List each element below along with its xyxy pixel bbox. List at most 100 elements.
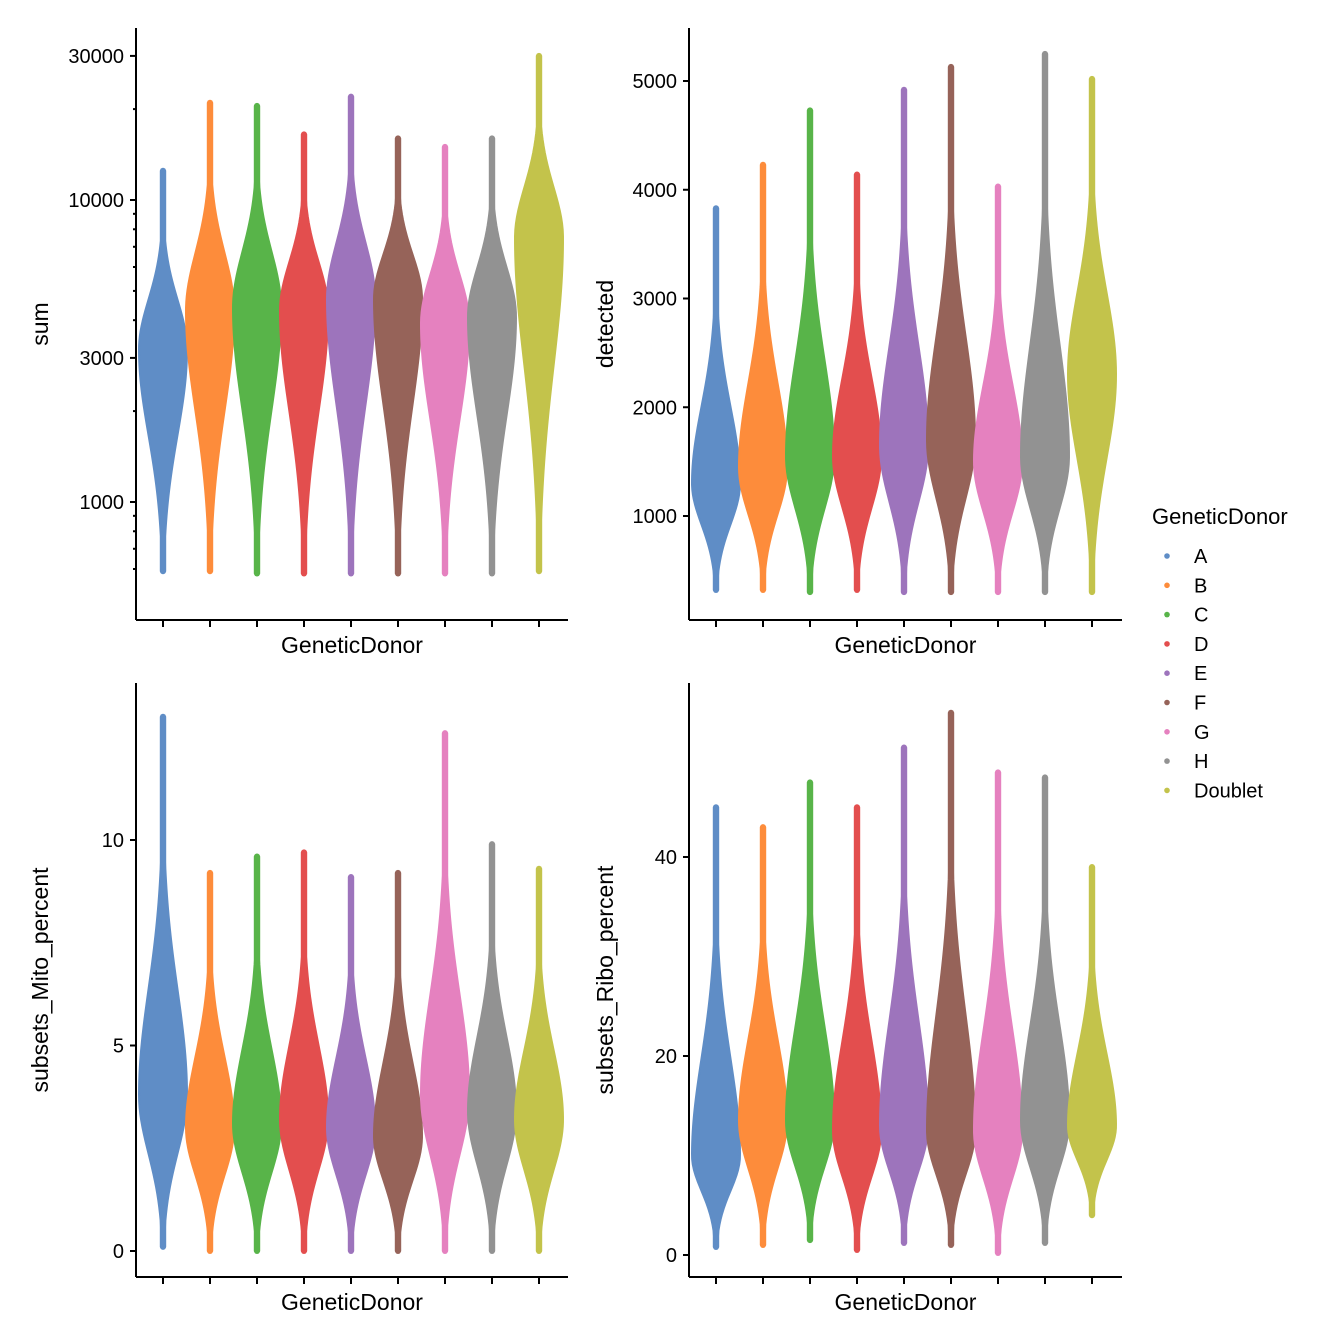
min-point-A	[160, 1243, 166, 1250]
outlier-point-B	[207, 99, 213, 106]
y-tick-label: 0	[666, 1245, 677, 1267]
outlier-point-Doublet	[1089, 863, 1095, 870]
min-point-H	[1042, 1240, 1048, 1247]
min-point-E	[901, 1240, 907, 1247]
min-point-H	[489, 1248, 495, 1254]
outlier-point-D	[854, 171, 860, 178]
min-point-D	[854, 1247, 860, 1254]
legend-marker-A	[1164, 553, 1170, 559]
outlier-point-H	[489, 135, 495, 142]
outlier-point-A	[160, 713, 166, 720]
outlier-point-Doublet	[1089, 75, 1095, 82]
outlier-point-E	[348, 93, 354, 100]
outlier-point-G	[995, 183, 1001, 190]
outlier-point-D	[301, 131, 307, 138]
outlier-point-A	[713, 205, 719, 212]
outlier-point-H	[1042, 50, 1048, 57]
panel-subsets_Ribo_percent: 0 20 40 GeneticDonor subsets_Ribo_percent	[592, 683, 1122, 1315]
legend-label-G: G	[1194, 722, 1210, 744]
legend-marker-H	[1164, 758, 1170, 764]
outlier-point-B	[207, 869, 213, 876]
violin-D	[279, 851, 329, 1252]
outlier-point-D	[301, 849, 307, 856]
outlier-point-F	[948, 63, 954, 70]
legend-marker-F	[1164, 699, 1170, 706]
min-point-Doublet	[1089, 589, 1095, 596]
outlier-point-C	[254, 102, 260, 109]
violin-C	[232, 855, 282, 1252]
min-point-B	[207, 1248, 213, 1254]
outlier-point-Doublet	[536, 52, 542, 59]
min-point-E	[348, 570, 354, 577]
legend-marker-G	[1164, 729, 1170, 735]
min-point-D	[854, 586, 860, 593]
violin-A	[691, 806, 741, 1249]
min-point-C	[807, 1237, 813, 1244]
legend-marker-D	[1164, 641, 1170, 647]
outlier-point-G	[995, 769, 1001, 776]
min-point-C	[254, 570, 260, 577]
violin-A	[138, 715, 188, 1248]
violin-Doublet	[514, 867, 564, 1252]
outlier-point-F	[395, 869, 401, 876]
min-point-A	[713, 586, 719, 593]
legend-marker-E	[1164, 670, 1170, 676]
outlier-point-E	[901, 744, 907, 751]
outlier-point-B	[760, 161, 766, 168]
legend-marker-B	[1164, 582, 1170, 589]
violin-C	[785, 781, 835, 1242]
violin-Doublet	[514, 54, 564, 573]
legend-label-F: F	[1194, 693, 1206, 715]
violin-G	[973, 185, 1023, 594]
min-point-C	[254, 1248, 260, 1254]
outlier-point-G	[442, 143, 448, 150]
violin-B	[738, 826, 788, 1247]
outlier-point-B	[760, 824, 766, 831]
violin-G	[973, 771, 1023, 1255]
violin-E	[326, 875, 376, 1252]
panel-detected: 1000 2000 3000 4000 5000 GeneticDonor detected	[592, 28, 1122, 658]
min-point-Doublet	[536, 1248, 542, 1254]
outlier-point-H	[1042, 774, 1048, 781]
y-axis-label: subsets_Mito_percent	[27, 867, 53, 1093]
violin-E	[879, 746, 929, 1245]
y-tick-label: 3000	[80, 348, 125, 370]
min-point-F	[395, 1248, 401, 1254]
legend-label-B: B	[1194, 575, 1207, 597]
violin-Doublet	[1067, 865, 1117, 1217]
legend-marker-Doublet	[1164, 787, 1170, 794]
violin-B	[738, 163, 788, 591]
x-axis-label: GeneticDonor	[835, 632, 977, 658]
y-tick-label: 4000	[633, 180, 678, 202]
violin-D	[279, 133, 329, 575]
outlier-point-A	[160, 167, 166, 174]
violin-D	[832, 173, 882, 591]
y-tick-label: 0	[113, 1241, 124, 1263]
min-point-Doublet	[1089, 1212, 1095, 1219]
min-point-Doublet	[536, 568, 542, 575]
violin-F	[926, 711, 976, 1247]
violin-H	[1020, 52, 1070, 594]
min-point-B	[207, 568, 213, 575]
min-point-E	[901, 589, 907, 596]
violin-F	[373, 137, 423, 575]
min-point-D	[301, 570, 307, 577]
min-point-B	[760, 586, 766, 593]
y-tick-label: 1000	[80, 492, 125, 514]
violin-C	[232, 104, 282, 575]
violin-B	[185, 871, 235, 1252]
violin-F	[926, 65, 976, 594]
y-tick-label: 10	[102, 830, 124, 852]
outlier-point-D	[854, 804, 860, 811]
y-tick-label: 2000	[633, 397, 678, 419]
outlier-point-C	[254, 853, 260, 860]
min-point-D	[301, 1248, 307, 1254]
outlier-point-G	[442, 730, 448, 737]
outlier-point-F	[948, 709, 954, 716]
outlier-point-E	[348, 873, 354, 880]
panel-sum: 1000 3000 10000 30000 GeneticDonor sum	[27, 28, 568, 658]
violin-E	[326, 95, 376, 575]
violin-A	[138, 169, 188, 573]
